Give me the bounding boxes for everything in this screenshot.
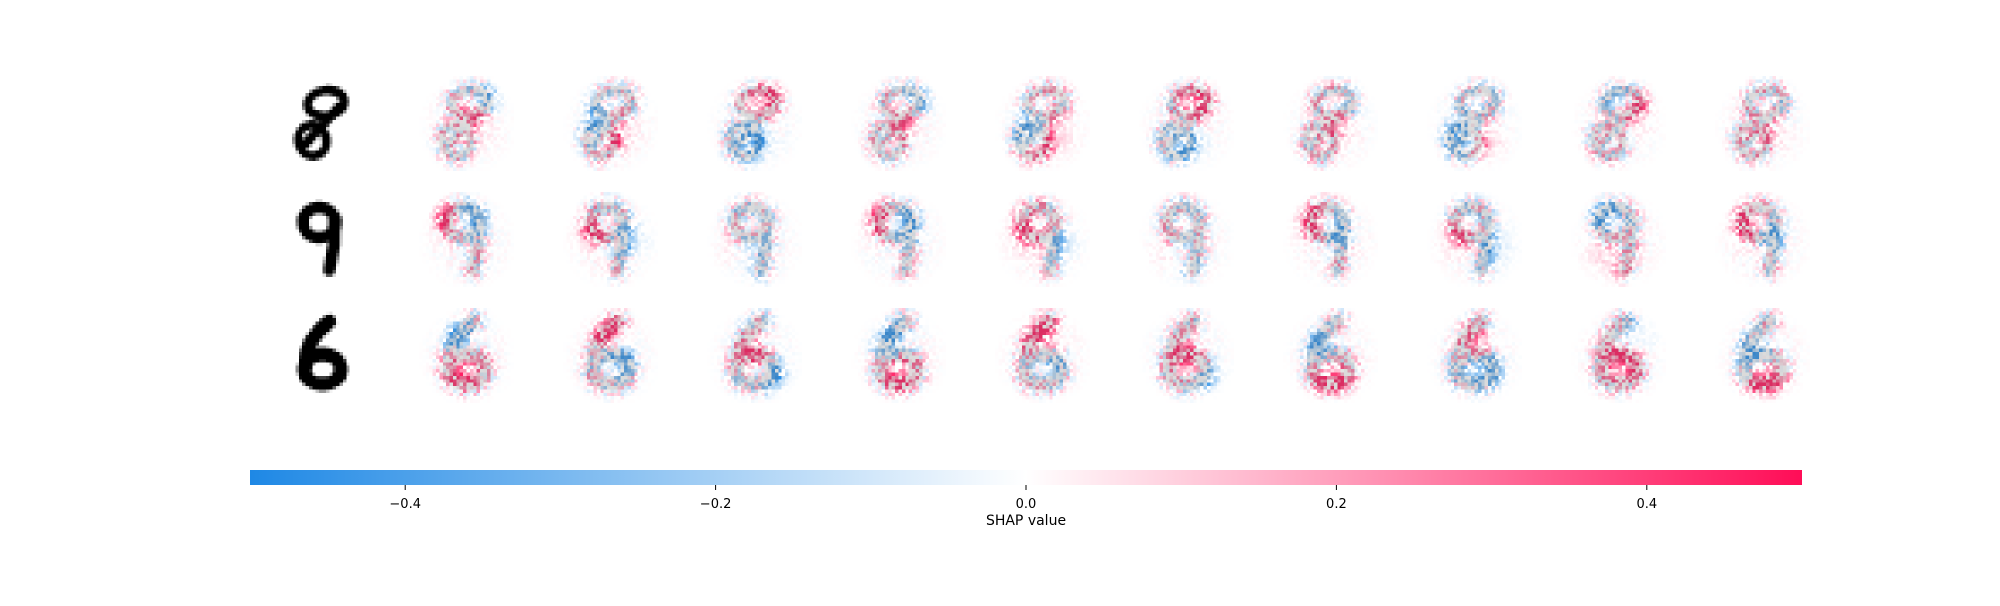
shap-heatmap-digit-9-class-0 (419, 192, 514, 287)
original-digit-image-8 (275, 76, 370, 171)
colorbar-label: SHAP value (986, 513, 1066, 529)
shap-heatmap-digit-6-class-0 (419, 308, 514, 403)
shap-heatmap-digit-8-class-7 (1427, 76, 1522, 171)
shap-heatmap-digit-6-class-3 (851, 308, 946, 403)
shap-heatmap-digit-8-class-3 (851, 76, 946, 171)
shap-heatmap-digit-9-class-5 (1139, 192, 1234, 287)
shap-heatmap-digit-6-class-7 (1427, 308, 1522, 403)
shap-heatmap-digit-9-class-6 (1283, 192, 1378, 287)
shap-heatmap-digit-6-class-4 (995, 308, 1090, 403)
original-digit-image-9 (275, 192, 370, 287)
shap-heatmap-digit-9-class-8 (1571, 192, 1666, 287)
shap-heatmap-digit-8-class-9 (1715, 76, 1810, 171)
shap-heatmap-digit-6-class-6 (1283, 308, 1378, 403)
shap-heatmap-digit-6-class-1 (563, 308, 658, 403)
colorbar-tick-label: 0.0 (1016, 497, 1037, 512)
colorbar-tick-label: −0.2 (700, 497, 732, 512)
shap-heatmap-digit-8-class-5 (1139, 76, 1234, 171)
shap-heatmap-digit-9-class-2 (707, 192, 802, 287)
shap-heatmap-digit-6-class-5 (1139, 308, 1234, 403)
colorbar: −0.4 −0.2 0.0 0.2 0.4 SHAP value (250, 470, 1802, 529)
shap-heatmap-digit-8-class-4 (995, 76, 1090, 171)
shap-heatmap-digit-9-class-9 (1715, 192, 1810, 287)
colorbar-ticks: −0.4 −0.2 0.0 0.2 0.4 (389, 485, 1657, 512)
shap-heatmap-digit-6-class-9 (1715, 308, 1810, 403)
colorbar-gradient (250, 470, 1802, 485)
shap-heatmap-digit-8-class-2 (707, 76, 802, 171)
shap-heatmap-digit-8-class-0 (419, 76, 514, 171)
shap-heatmap-digit-9-class-3 (851, 192, 946, 287)
shap-heatmap-digit-8-class-8 (1571, 76, 1666, 171)
colorbar-tick-label: 0.2 (1326, 497, 1347, 512)
shap-heatmap-digit-6-class-2 (707, 308, 802, 403)
shap-heatmap-digit-8-class-6 (1283, 76, 1378, 171)
shap-heatmap-digit-9-class-7 (1427, 192, 1522, 287)
colorbar-tick-label: 0.4 (1636, 497, 1657, 512)
colorbar-tick-label: −0.4 (389, 497, 421, 512)
shap-heatmap-digit-9-class-4 (995, 192, 1090, 287)
original-digit-image-6 (275, 308, 370, 403)
shap-heatmap-digit-8-class-1 (563, 76, 658, 171)
shap-heatmap-digit-6-class-8 (1571, 308, 1666, 403)
image-grid (275, 76, 1810, 403)
shap-heatmap-digit-9-class-1 (563, 192, 658, 287)
